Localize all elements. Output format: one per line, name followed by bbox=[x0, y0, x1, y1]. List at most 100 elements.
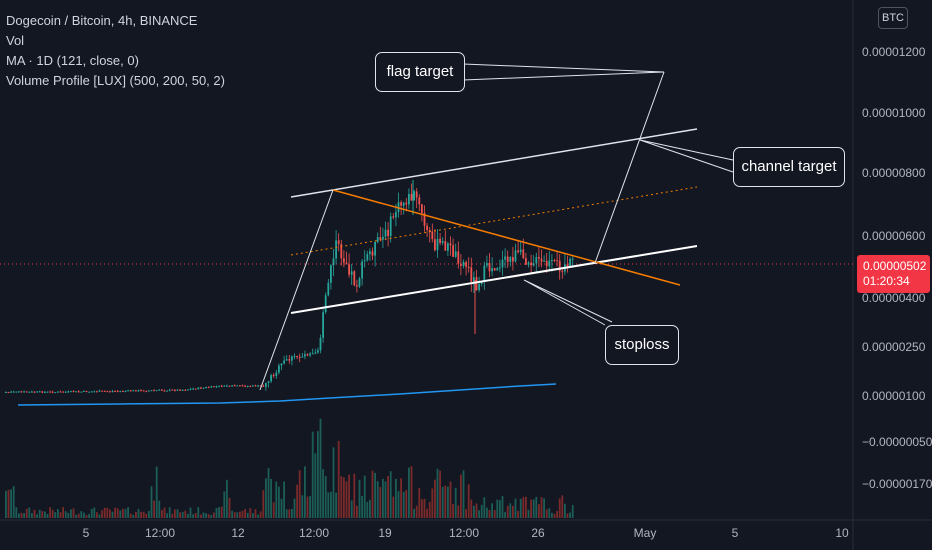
volume-bar bbox=[187, 513, 189, 518]
flag-target-label[interactable]: flag target bbox=[375, 52, 465, 92]
volume-bar bbox=[226, 479, 228, 518]
volume-bar bbox=[249, 508, 252, 518]
volume-bar bbox=[194, 513, 197, 518]
volume-bar bbox=[246, 512, 249, 518]
volume-bar bbox=[332, 447, 335, 518]
volume-bar bbox=[465, 509, 467, 518]
volume-bar bbox=[444, 485, 447, 518]
volume-bar bbox=[49, 507, 51, 518]
candle-body bbox=[376, 237, 379, 243]
chart-legend: Dogecoin / Bitcoin, 4h, BINANCE Vol MA ·… bbox=[6, 11, 225, 91]
price-axis-label: 0.00001000 bbox=[862, 106, 926, 120]
volume-bar bbox=[38, 509, 41, 518]
volume-bar bbox=[161, 509, 163, 518]
time-axis-label: May bbox=[633, 526, 657, 540]
candle-body bbox=[57, 391, 59, 393]
volume-bar bbox=[397, 491, 400, 518]
channel-target-label[interactable]: channel target bbox=[733, 147, 845, 187]
volume-bar bbox=[545, 509, 548, 518]
time-axis-label: 12:00 bbox=[298, 526, 330, 540]
volume-bar bbox=[285, 509, 288, 518]
candle-body bbox=[395, 211, 397, 218]
candle-body bbox=[10, 391, 12, 393]
volume-bar bbox=[150, 486, 153, 518]
currency-badge[interactable]: BTC bbox=[878, 7, 908, 29]
candle-body bbox=[397, 202, 400, 212]
candle-body bbox=[340, 243, 343, 259]
candle-body bbox=[7, 391, 10, 393]
candle-body bbox=[311, 353, 314, 355]
candle-body bbox=[85, 390, 88, 393]
volume-bar bbox=[54, 512, 57, 518]
candle-body bbox=[392, 216, 395, 218]
volume-bar bbox=[148, 510, 150, 518]
candle-body bbox=[96, 391, 98, 393]
volume-bar bbox=[566, 513, 569, 518]
projection-line bbox=[594, 71, 665, 264]
candle-body bbox=[189, 388, 192, 390]
candle-body bbox=[486, 263, 488, 266]
volume-bar bbox=[166, 513, 168, 518]
candle-body bbox=[33, 391, 36, 393]
time-axis-label: 5 bbox=[731, 526, 739, 540]
legend-ma[interactable]: MA · 1D (121, close, 0) bbox=[6, 53, 139, 68]
volume-bar bbox=[15, 507, 18, 518]
volume-bar bbox=[174, 509, 176, 518]
candle-body bbox=[20, 391, 23, 393]
legend-volume-profile[interactable]: Volume Profile [LUX] (500, 200, 50, 2) bbox=[6, 73, 225, 88]
candle-body bbox=[324, 295, 327, 313]
candle-body bbox=[257, 385, 259, 387]
candle-body bbox=[465, 262, 467, 267]
candle-body bbox=[187, 389, 189, 391]
volume-bar bbox=[441, 486, 444, 518]
candle-body bbox=[153, 390, 155, 392]
volume-bar bbox=[413, 508, 415, 518]
candle-body bbox=[280, 363, 283, 366]
candle-body bbox=[49, 391, 51, 393]
legend-vol[interactable]: Vol bbox=[6, 33, 25, 48]
volume-bar bbox=[291, 508, 293, 518]
candle-body bbox=[363, 260, 366, 262]
volume-bar bbox=[493, 510, 496, 518]
volume-bar bbox=[556, 510, 558, 518]
volume-bar bbox=[400, 478, 402, 518]
volume-bar bbox=[244, 509, 246, 518]
volume-bar bbox=[361, 496, 363, 518]
candle-body bbox=[384, 229, 387, 237]
candle-body bbox=[293, 356, 296, 358]
volume-bar bbox=[330, 491, 332, 518]
candle-body bbox=[262, 385, 265, 387]
volume-bar bbox=[387, 476, 389, 518]
candle-body bbox=[483, 265, 486, 283]
candle-body bbox=[361, 261, 363, 279]
stoploss-label[interactable]: stoploss bbox=[605, 325, 679, 365]
candle-body bbox=[142, 390, 145, 392]
candle-body bbox=[51, 391, 54, 393]
candle-body bbox=[499, 267, 501, 269]
volume-bar bbox=[270, 478, 272, 518]
candle-body bbox=[306, 354, 309, 356]
volume-bar bbox=[129, 513, 132, 518]
candle-body bbox=[62, 391, 64, 393]
candle-body bbox=[114, 391, 116, 393]
volume-bar bbox=[324, 475, 327, 518]
volume-bar bbox=[280, 498, 283, 518]
candle-body bbox=[283, 360, 285, 364]
candle-body bbox=[135, 390, 137, 392]
legend-symbol[interactable]: Dogecoin / Bitcoin, 4h, BINANCE bbox=[6, 13, 198, 28]
volume-bar bbox=[311, 431, 314, 518]
candle-body bbox=[457, 251, 460, 264]
candle-body bbox=[122, 390, 124, 392]
flag-target-pointer bbox=[462, 63, 665, 81]
volume-bars bbox=[5, 418, 574, 518]
candle-body bbox=[566, 264, 569, 268]
volume-bar bbox=[343, 477, 345, 518]
candle-body bbox=[83, 390, 85, 392]
candle-body bbox=[140, 390, 142, 392]
candle-body bbox=[291, 356, 293, 361]
candle-body bbox=[371, 251, 374, 256]
candle-body bbox=[480, 282, 483, 284]
candle-body bbox=[231, 385, 233, 387]
